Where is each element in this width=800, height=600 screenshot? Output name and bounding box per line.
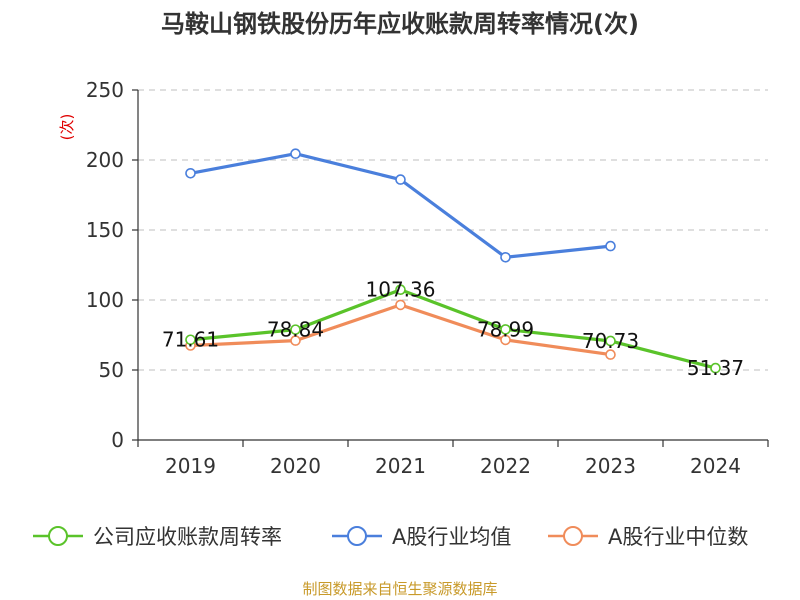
data-point-2-4	[605, 349, 616, 360]
data-labels: 71.61 78.84 107.36 78.99 70.73 51.37	[162, 278, 744, 380]
data-point-0-0	[185, 334, 196, 346]
legend-item-2[interactable]: A股行业中位数	[548, 525, 748, 549]
data-label-5: 51.37	[687, 356, 744, 380]
legend-label-2: A股行业中位数	[608, 525, 748, 549]
legend-marker-1	[347, 526, 367, 546]
y-tick-label-0: 0	[111, 428, 124, 452]
data-point-0-2	[395, 284, 406, 295]
legend-label-1: A股行业均值	[392, 525, 511, 549]
legend[interactable]: 公司应收账款周转率 A股行业均值 A股行业中位数	[33, 525, 748, 549]
data-label-2: 107.36	[366, 278, 436, 302]
y-tick-label-250: 250	[86, 78, 124, 102]
y-tick-label-150: 150	[86, 218, 124, 242]
chart-title: 马鞍山钢铁股份历年应收账款周转率情况(次)	[161, 10, 639, 38]
series-line-2	[188, 303, 613, 357]
data-point-1-0	[185, 168, 196, 179]
data-point-1-2	[395, 174, 406, 185]
data-point-0-4	[605, 335, 616, 347]
legend-label-0: 公司应收账款周转率	[93, 525, 282, 549]
data-point-1-1	[290, 148, 301, 159]
data-point-2-1	[290, 335, 301, 346]
y-tick-label-200: 200	[86, 148, 124, 172]
legend-item-0[interactable]: 公司应收账款周转率	[33, 525, 282, 549]
y-tick-label-100: 100	[86, 288, 124, 312]
data-label-4: 70.73	[582, 329, 639, 353]
data-point-1-3	[500, 251, 511, 263]
data-point-0-5	[710, 362, 721, 374]
x-tick-label-2019: 2019	[165, 454, 216, 478]
axes: 0 50 100 150 200 250 2019 2020 2021 2022 2023 2024	[86, 78, 769, 478]
series-group	[185, 148, 721, 374]
x-tick-label-2020: 2020	[270, 454, 321, 478]
x-tick-label-2022: 2022	[480, 454, 531, 478]
data-point-0-1	[290, 324, 301, 335]
data-point-2-2	[395, 299, 406, 311]
data-label-1: 78.84	[267, 318, 324, 342]
series-line-1	[188, 152, 613, 259]
grid-lines	[138, 89, 768, 371]
data-label-0: 71.61	[162, 328, 219, 352]
data-label-3: 78.99	[477, 317, 534, 341]
x-tick-label-2023: 2023	[585, 454, 636, 478]
x-tick-label-2021: 2021	[375, 454, 426, 478]
source-note: 制图数据来自恒生聚源数据库	[302, 580, 497, 598]
legend-marker-0	[48, 526, 68, 546]
data-point-0-3	[500, 324, 511, 335]
data-point-1-4	[605, 240, 616, 252]
data-point-2-3	[500, 334, 511, 346]
y-tick-label-50: 50	[99, 358, 124, 382]
x-tick-label-2024: 2024	[690, 454, 741, 478]
y-axis-label: (次)	[58, 114, 76, 141]
legend-marker-2	[563, 526, 583, 546]
legend-item-1[interactable]: A股行业均值	[332, 525, 511, 549]
series-line-0	[188, 288, 718, 370]
